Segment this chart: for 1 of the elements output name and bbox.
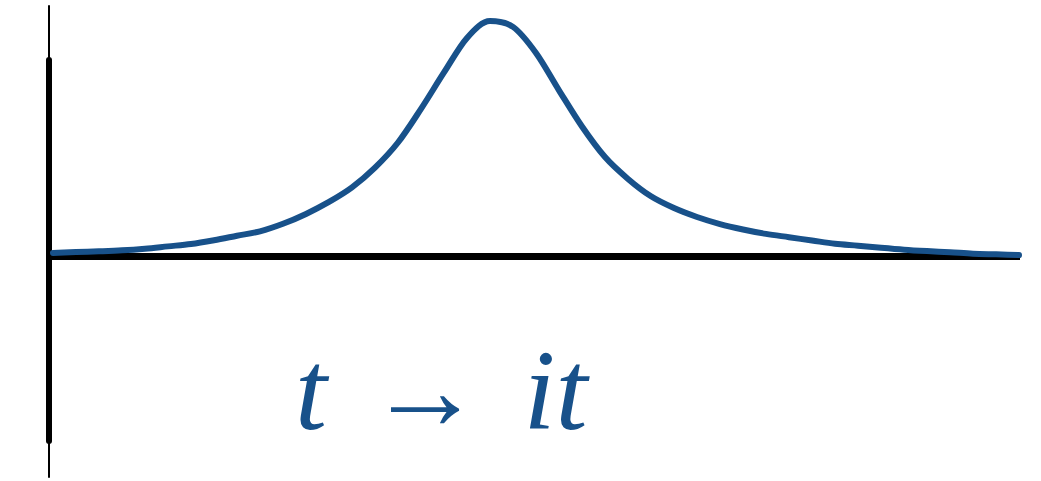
text: t → it: [295, 327, 588, 454]
